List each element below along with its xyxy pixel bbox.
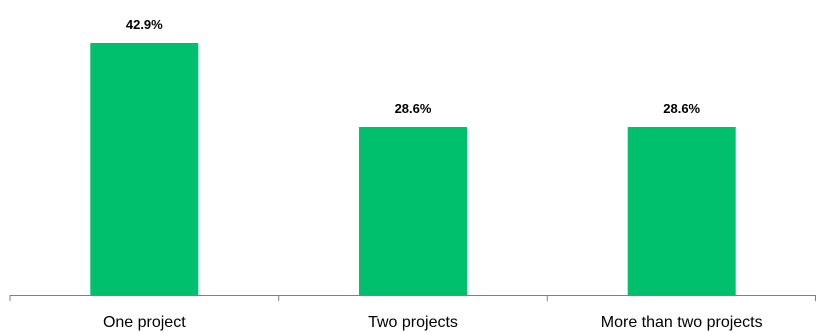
category-label-0: One project [103,314,186,331]
bars-layer [90,43,736,295]
category-label-1: Two projects [368,314,458,331]
data-label-0: 42.9% [126,17,163,32]
bar-0 [90,43,199,295]
bar-2 [627,127,736,295]
data-label-2: 28.6% [663,101,700,116]
category-labels-layer: One project Two projects More than two pro… [103,314,763,331]
x-axis [9,295,816,301]
data-label-1: 28.6% [395,101,432,116]
data-labels-layer: 42.9% 28.6% 28.6% [126,17,701,116]
bar-1 [359,127,467,295]
category-label-2: More than two projects [601,314,763,331]
